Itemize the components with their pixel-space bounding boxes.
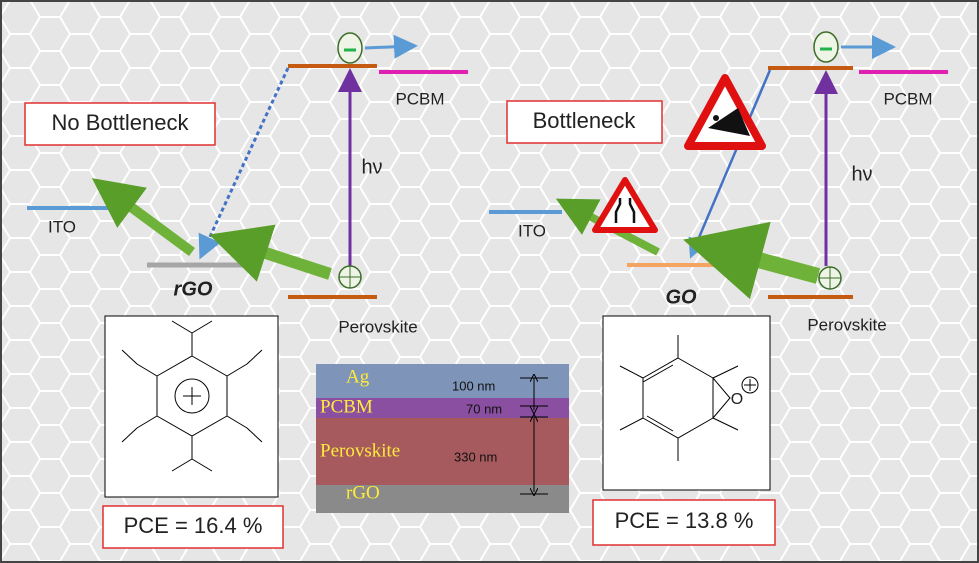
label-box (24, 102, 216, 146)
oxygen-atom: O (731, 391, 743, 408)
pcbm-label: PCBM (883, 89, 932, 108)
ito-label: ITO (518, 221, 546, 240)
hole-symbol (818, 266, 842, 290)
electron-arrow (364, 34, 418, 59)
sem-layer: rGO (346, 482, 380, 503)
warning-sign (684, 74, 766, 150)
electron-symbol (813, 31, 839, 63)
sem-layer: PCBM (320, 396, 373, 417)
pce-label: PCE = 16.4 % (124, 513, 263, 538)
pce-box (102, 505, 284, 549)
pcbm-label: PCBM (395, 89, 444, 108)
pce-label: PCE = 13.8 % (615, 508, 754, 533)
perovskite-label: Perovskite (807, 315, 886, 334)
hole-arrow (91, 178, 195, 257)
narrowing-sign (592, 177, 658, 233)
sem-thickness: 100 nm (452, 378, 495, 393)
sem-layer: Perovskite (320, 440, 400, 461)
photon-label: hν (851, 163, 872, 185)
sem-layer: Ag (346, 366, 370, 387)
go-label: GO (665, 286, 697, 308)
rgo-molecule (104, 315, 279, 498)
pce-box (592, 499, 776, 546)
rgo-label: rGO (174, 278, 213, 300)
label-box (506, 100, 663, 144)
hole-arrow (209, 224, 332, 282)
hole-arrow (683, 221, 821, 300)
sem-thickness: 70 nm (466, 401, 502, 416)
electron-symbol (337, 32, 363, 64)
sem-thickness: 330 nm (454, 449, 497, 464)
go-molecule (602, 315, 771, 491)
hole-symbol (338, 265, 362, 289)
panel-label: No Bottleneck (52, 110, 190, 135)
panel-label: Bottleneck (533, 108, 637, 133)
photon-label: hν (361, 156, 382, 178)
ito-label: ITO (48, 217, 76, 236)
perovskite-label: Perovskite (338, 317, 417, 336)
electron-transfer (198, 67, 290, 260)
sem-image (316, 364, 569, 513)
